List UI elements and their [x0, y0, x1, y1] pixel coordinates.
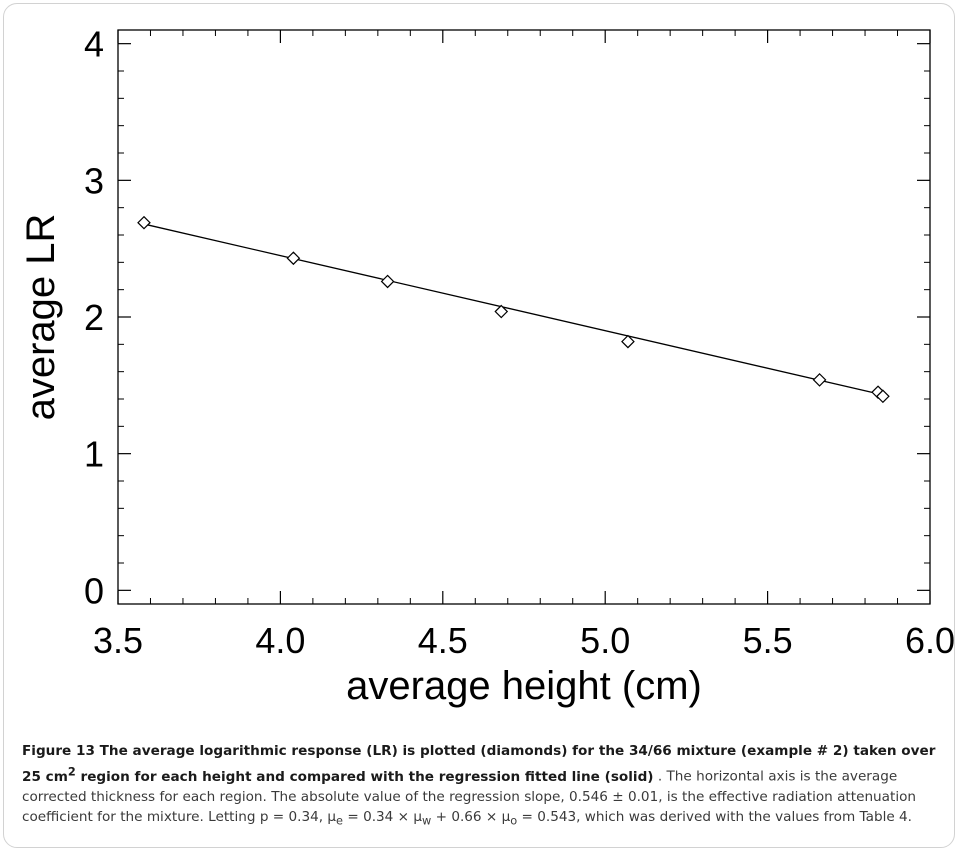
y-tick-label: 2: [84, 297, 104, 338]
data-point-diamond: [494, 304, 509, 319]
tick-marks: [117, 30, 931, 604]
data-point-diamond: [621, 334, 635, 349]
y-axis-label: average LR: [19, 214, 63, 421]
axes-frame: [117, 29, 931, 605]
x-axis-label: average height (cm): [346, 664, 702, 708]
x-tick-label: 6.0: [905, 620, 955, 661]
data-point-diamond: [286, 251, 301, 266]
y-tick-label: 1: [84, 434, 104, 475]
x-tick-label: 5.0: [580, 620, 630, 661]
regression-fit-line: [143, 223, 884, 396]
figure-caption: Figure 13 The average logarithmic respon…: [22, 743, 936, 828]
data-point-diamond: [812, 373, 827, 387]
tick-labels: 3.5 4.0 4.5 5.0 5.5 6.0 0 1 2 3 4: [84, 24, 955, 661]
regression-line: [143, 223, 884, 396]
data-markers: [137, 215, 890, 404]
x-tick-label: 3.5: [93, 620, 143, 661]
caption-text: . The horizontal axis is the average cor…: [22, 768, 917, 825]
plot-frame: [117, 29, 931, 605]
data-point-diamond: [380, 274, 395, 289]
caption-title: Figure 13 The average logarithmic respon…: [22, 743, 936, 785]
x-tick-label: 5.5: [743, 620, 793, 661]
x-tick-label: 4.0: [255, 620, 305, 661]
y-tick-label: 4: [84, 24, 104, 65]
data-point-diamond: [137, 215, 151, 230]
figure-frame: [3, 3, 955, 848]
chart: 3.5 4.0 4.5 5.0 5.5 6.0 0 1 2 3 4 average height (…: [19, 24, 955, 708]
data-point-diamond: [876, 389, 890, 404]
y-tick-label: 3: [84, 160, 104, 201]
y-tick-label: 0: [84, 570, 104, 611]
x-tick-label: 4.5: [418, 620, 468, 661]
